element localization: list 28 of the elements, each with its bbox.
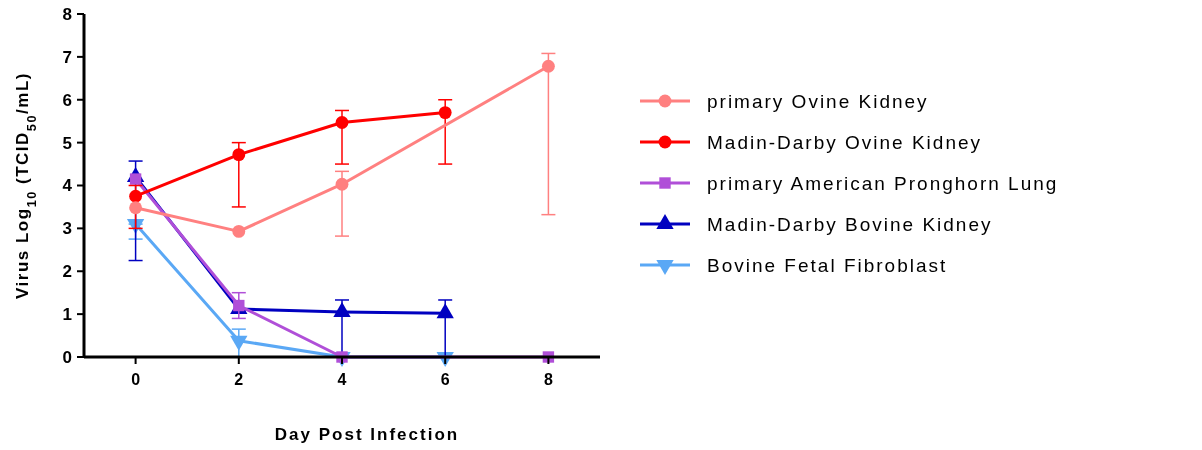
x-axis-title: Day Post Infection	[274, 425, 460, 444]
point	[232, 224, 246, 238]
point	[335, 177, 349, 191]
point	[335, 116, 349, 129]
legend-label: primary Ovine Kidney	[707, 90, 929, 112]
x-tick-label: 0	[131, 371, 141, 388]
point	[129, 201, 143, 215]
y-tick-label: 8	[62, 4, 72, 24]
y-tick-label: 1	[62, 305, 72, 325]
x-tick-label: 6	[440, 371, 450, 388]
legend-label: primary American Pronghorn Lung	[707, 172, 1059, 194]
point	[129, 189, 143, 203]
point	[541, 59, 555, 73]
x-tick-label: 8	[543, 371, 553, 388]
point	[438, 106, 452, 120]
legend-label: Madin-Darby Bovine Kidney	[707, 213, 993, 235]
x-tick-label: 4	[337, 371, 347, 388]
point	[232, 148, 246, 162]
y-tick-label: 4	[62, 176, 73, 196]
y-tick-label: 6	[62, 90, 72, 110]
legend-label: Madin-Darby Ovine Kidney	[707, 131, 983, 153]
y-tick-label: 7	[62, 47, 72, 67]
y-tick-label: 5	[62, 133, 72, 153]
y-tick-label: 0	[62, 347, 72, 367]
legend-label: Bovine Fetal Fibroblast	[707, 254, 948, 276]
x-tick-label: 2	[234, 371, 244, 388]
y-tick-label: 2	[62, 262, 72, 282]
y-tick-label: 3	[62, 219, 72, 239]
